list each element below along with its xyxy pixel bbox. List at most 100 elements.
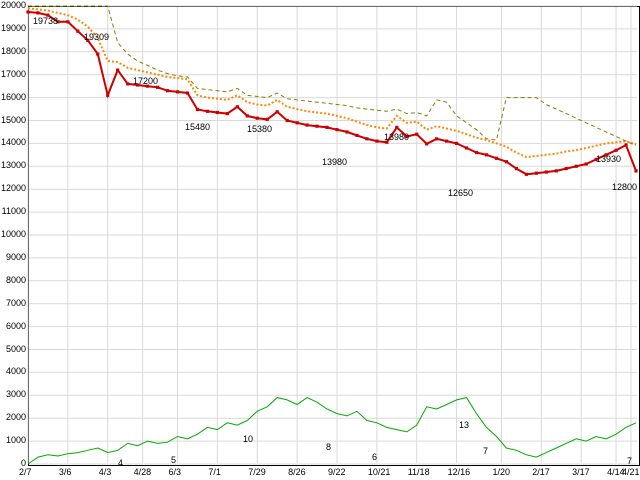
data-point [504, 160, 509, 164]
data-point [554, 169, 558, 173]
data-point [395, 125, 399, 129]
data-point [425, 142, 429, 146]
x-tick-label: 6/3 [168, 467, 182, 477]
data-point [604, 153, 608, 157]
value-annotation: 10 [243, 434, 254, 444]
data-point [634, 169, 638, 173]
data-point [355, 133, 359, 137]
x-tick-label: 4/28 [133, 467, 152, 477]
x-tick-label: 11/18 [407, 467, 430, 477]
data-point [325, 125, 329, 129]
y-tick-label: 10000 [0, 229, 26, 239]
data-point [146, 84, 150, 88]
value-annotation: 6 [372, 452, 378, 462]
data-point [345, 130, 349, 134]
y-tick-label: 19000 [0, 22, 26, 33]
x-tick-label: 3/17 [572, 467, 590, 477]
data-point [544, 170, 548, 174]
y-tick-label: 12000 [0, 183, 26, 194]
data-point [215, 110, 219, 115]
value-annotation: 13980 [384, 132, 410, 142]
data-point [76, 29, 80, 33]
series-dotted-orange [27, 7, 637, 159]
value-annotation: 17200 [133, 76, 159, 86]
data-point [415, 132, 419, 136]
data-point [126, 82, 130, 86]
value-annotation: 19738 [33, 16, 59, 26]
data-point [46, 13, 50, 17]
value-annotation: 13980 [322, 157, 348, 167]
x-tick-label: 2/7 [19, 467, 32, 477]
data-point [255, 116, 259, 120]
series-volume-green [27, 397, 637, 465]
y-tick-label: 9000 [5, 251, 26, 262]
data-point [584, 162, 588, 166]
value-annotation: 4 [118, 458, 124, 468]
y-tick-label: 1000 [5, 435, 26, 446]
data-point [66, 20, 70, 24]
x-tick-label: 4/14 [607, 467, 625, 477]
x-tick-label: 1/20 [492, 467, 510, 477]
data-point [534, 171, 538, 175]
data-point [175, 90, 180, 94]
value-annotation: 19309 [84, 32, 110, 42]
data-point [165, 89, 170, 93]
value-annotation: 12800 [612, 182, 638, 192]
x-tick-label: 8/26 [288, 467, 306, 477]
data-point [365, 137, 369, 141]
data-point [225, 112, 229, 116]
data-point [155, 85, 160, 89]
data-point [574, 164, 578, 168]
value-annotation: 8 [326, 442, 332, 452]
data-point [285, 118, 289, 123]
y-tick-label: 3000 [5, 389, 26, 400]
x-tick-label: 9/22 [327, 467, 346, 477]
x-tick-label: 12/16 [447, 467, 471, 477]
plot-area [28, 6, 640, 466]
y-tick-label: 4000 [5, 366, 26, 377]
data-point [454, 141, 459, 145]
value-annotation: 7 [483, 446, 489, 456]
data-point [494, 156, 499, 160]
value-annotation: 7 [627, 456, 633, 466]
data-point [26, 10, 30, 14]
x-tick-label: 7/29 [248, 467, 266, 477]
data-point [594, 157, 598, 162]
data-point [315, 124, 319, 128]
y-tick-label: 8000 [5, 274, 26, 285]
data-point [116, 68, 120, 72]
value-annotation: 13930 [596, 154, 622, 164]
data-point [36, 11, 40, 15]
y-tick-label: 5000 [5, 343, 26, 354]
data-point [275, 110, 279, 114]
data-point [305, 123, 309, 127]
y-tick-label: 18000 [0, 45, 26, 56]
y-tick-label: 0 [20, 458, 26, 468]
data-point [464, 146, 469, 150]
data-point [195, 107, 200, 112]
data-point [474, 150, 479, 155]
value-annotation: 15380 [247, 124, 273, 134]
y-tick-label: 17000 [0, 68, 26, 79]
x-tick-label: 10/21 [367, 467, 391, 477]
x-tick-label: 4/21 [622, 467, 640, 477]
x-tick-label: 3/6 [58, 467, 72, 477]
y-tick-label: 20000 [0, 0, 26, 10]
x-tick-label: 4/3 [98, 467, 112, 477]
y-tick-label: 2000 [5, 412, 26, 423]
y-tick-label: 6000 [5, 320, 26, 331]
data-point [56, 20, 60, 24]
value-annotation: 12650 [448, 188, 474, 198]
y-tick-label: 13000 [0, 160, 26, 171]
value-annotation: 15480 [185, 122, 211, 132]
y-tick-label: 14000 [0, 137, 26, 148]
data-point [385, 140, 389, 144]
value-annotation: 13 [459, 420, 470, 430]
data-point [106, 93, 110, 97]
y-tick-label: 11000 [1, 206, 26, 217]
x-tick-label: 2/17 [532, 467, 550, 477]
data-point [265, 117, 269, 121]
data-point [405, 134, 409, 139]
data-point [295, 121, 299, 125]
data-point [564, 166, 568, 171]
